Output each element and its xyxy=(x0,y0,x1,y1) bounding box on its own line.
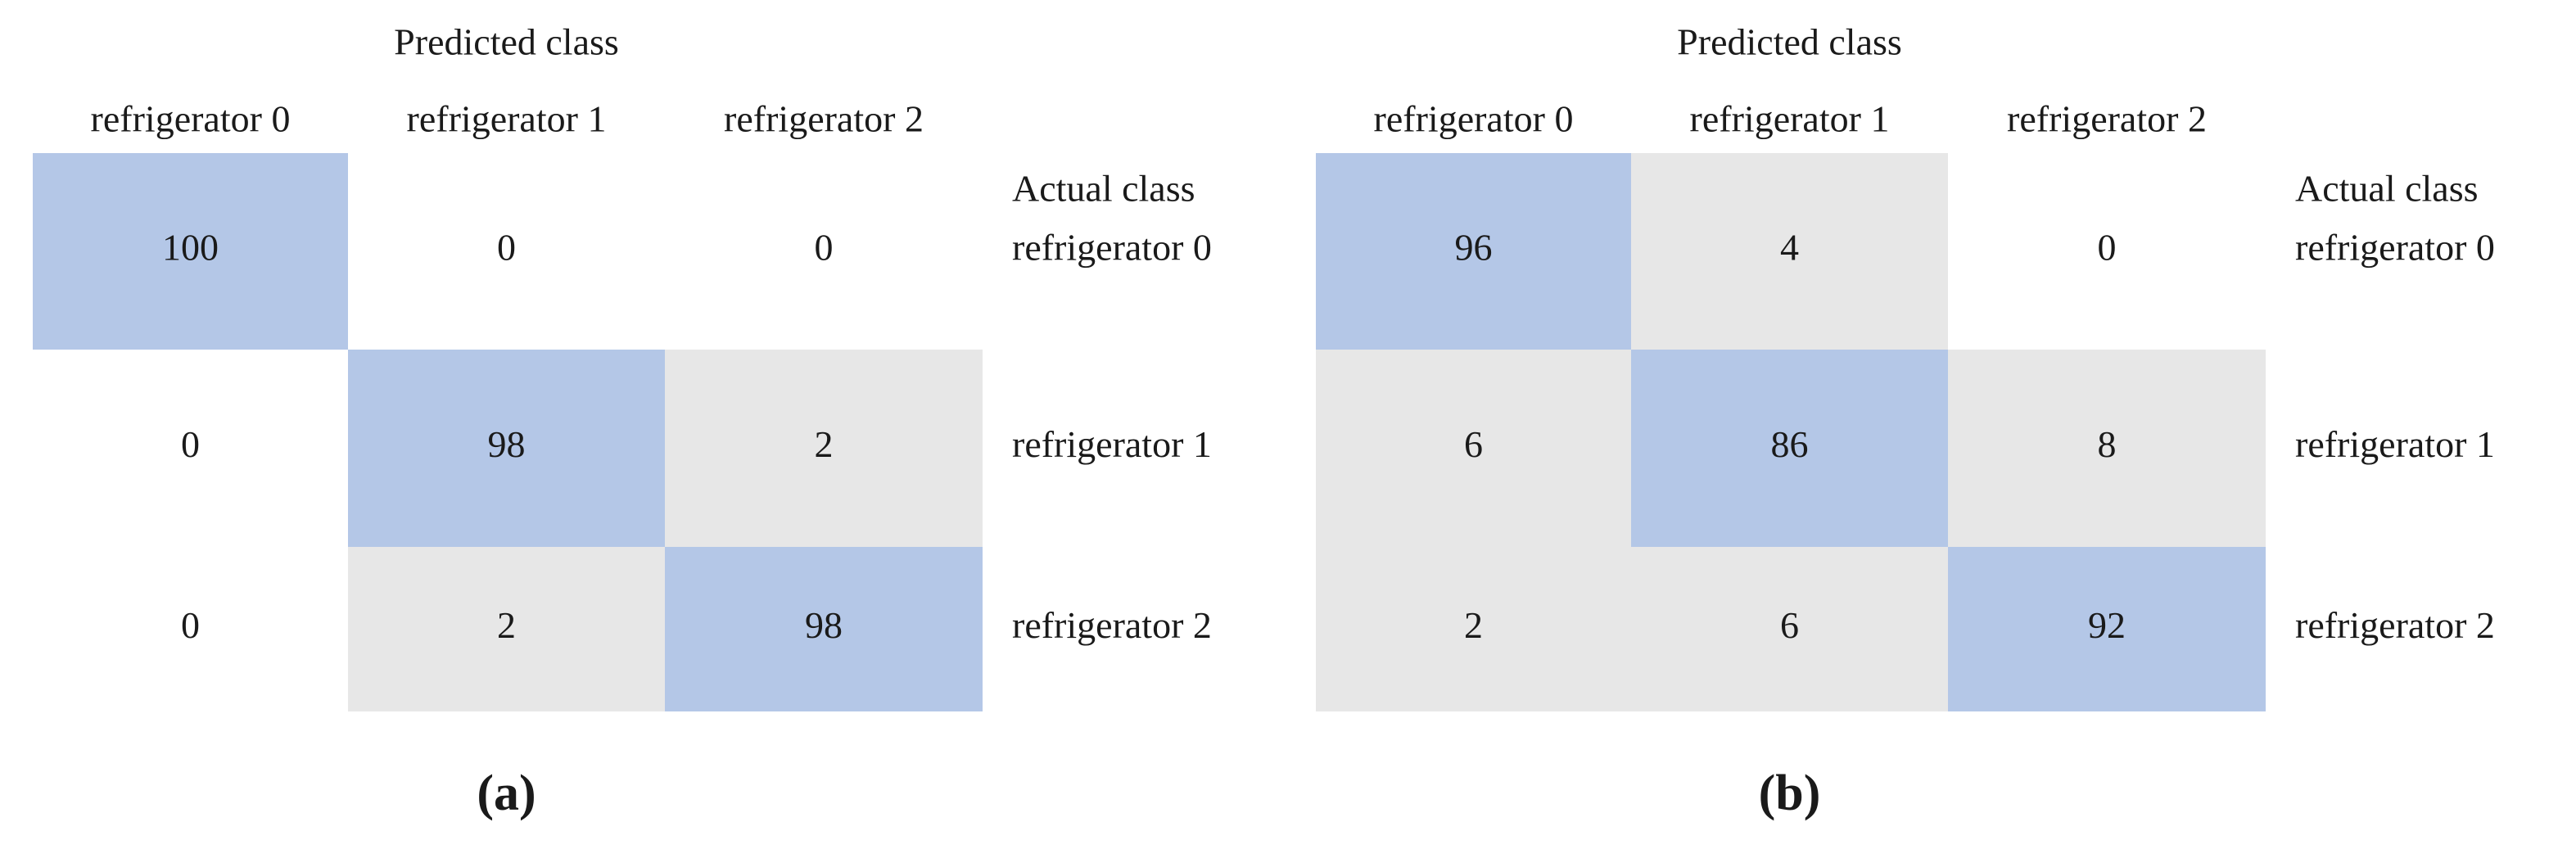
x-axis-label: Predicted class xyxy=(394,21,619,63)
cell-value: 8 xyxy=(2098,423,2117,465)
cell xyxy=(1948,547,2266,711)
x-category: refrigerator 1 xyxy=(1690,98,1890,140)
cell-value: 0 xyxy=(497,227,516,269)
cell-value: 2 xyxy=(1464,604,1483,646)
cell xyxy=(1948,350,2266,547)
panel-label: (b) xyxy=(1759,765,1821,821)
y-category: refrigerator 1 xyxy=(2295,423,2495,465)
cell-value: 92 xyxy=(2088,604,2126,646)
cell xyxy=(665,350,983,547)
x-axis-label: Predicted class xyxy=(1677,21,1902,63)
x-category: refrigerator 1 xyxy=(407,98,607,140)
y-category: refrigerator 0 xyxy=(2295,227,2495,269)
y-category: refrigerator 2 xyxy=(2295,604,2495,646)
panel-label: (a) xyxy=(477,765,536,821)
cell xyxy=(665,547,983,711)
cell-value: 86 xyxy=(1771,423,1809,465)
cell-value: 6 xyxy=(1780,604,1799,646)
y-axis-label: Actual class xyxy=(2295,168,2479,210)
cell-value: 0 xyxy=(181,604,200,646)
y-category: refrigerator 0 xyxy=(1012,227,1212,269)
cell-value: 0 xyxy=(181,423,200,465)
cell xyxy=(348,350,665,547)
x-category: refrigerator 2 xyxy=(2007,98,2207,140)
x-category: refrigerator 0 xyxy=(1374,98,1574,140)
cell xyxy=(348,547,665,711)
cell xyxy=(1631,350,1948,547)
cell xyxy=(1631,547,1948,711)
cell xyxy=(1316,350,1631,547)
cell-value: 98 xyxy=(805,604,843,646)
y-category: refrigerator 2 xyxy=(1012,604,1212,646)
cell-value: 2 xyxy=(815,423,834,465)
x-category: refrigerator 0 xyxy=(91,98,291,140)
cell-value: 100 xyxy=(162,227,219,269)
cell-value: 4 xyxy=(1780,227,1799,269)
cell-value: 0 xyxy=(815,227,834,269)
cell-value: 6 xyxy=(1464,423,1483,465)
x-category: refrigerator 2 xyxy=(724,98,924,140)
cell xyxy=(33,153,348,350)
y-axis-label: Actual class xyxy=(1012,168,1195,210)
cell xyxy=(1631,153,1948,350)
cell xyxy=(1316,547,1631,711)
cell-value: 98 xyxy=(488,423,526,465)
cell-value: 0 xyxy=(2098,227,2117,269)
y-category: refrigerator 1 xyxy=(1012,423,1212,465)
cell xyxy=(1316,153,1631,350)
cell-value: 2 xyxy=(497,604,516,646)
cell-value: 96 xyxy=(1455,227,1493,269)
